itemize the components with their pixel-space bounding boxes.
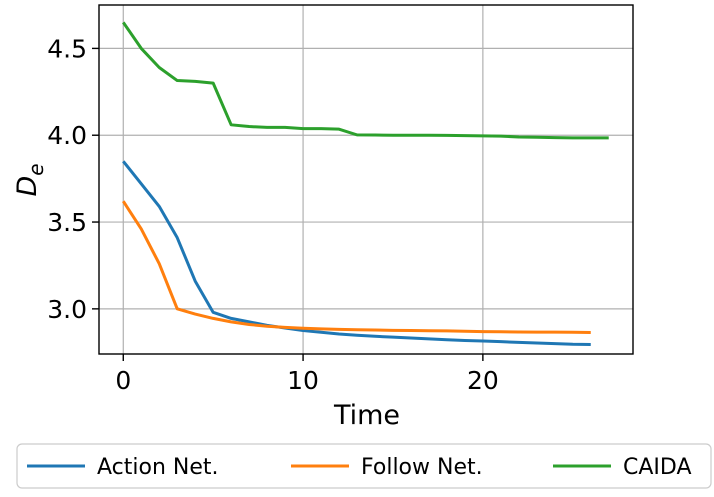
series-line-follow-net [122, 200, 591, 334]
legend-label-follow-net: Follow Net. [361, 455, 483, 480]
x-tick-label: 0 [115, 366, 131, 395]
legend: Action Net. Follow Net. CAIDA [16, 443, 712, 489]
y-tick-label: 4.5 [47, 34, 87, 63]
y-tick-label: 3.5 [47, 208, 87, 237]
legend-box [16, 443, 712, 489]
x-tick-label: 10 [287, 366, 319, 395]
y-tick-label: 4.0 [47, 121, 87, 150]
y-tick-label: 3.0 [47, 295, 87, 324]
series-line-action-net [122, 160, 591, 346]
x-tick-label: 20 [467, 366, 499, 395]
y-axis-label-sub: e [24, 163, 48, 175]
y-axis-label: De [12, 163, 48, 196]
y-axis-label-main: D [12, 176, 43, 197]
x-axis-label: Time [333, 400, 400, 431]
series-lines [122, 21, 609, 346]
legend-label-caida: CAIDA [623, 455, 692, 480]
legend-label-action-net: Action Net. [97, 455, 219, 480]
plot-frame [98, 4, 634, 355]
axis-ticks: 0 10 20 3.0 3.5 4.0 4.5 [47, 34, 499, 395]
series-line-caida [122, 21, 609, 140]
grid-lines [99, 5, 633, 354]
